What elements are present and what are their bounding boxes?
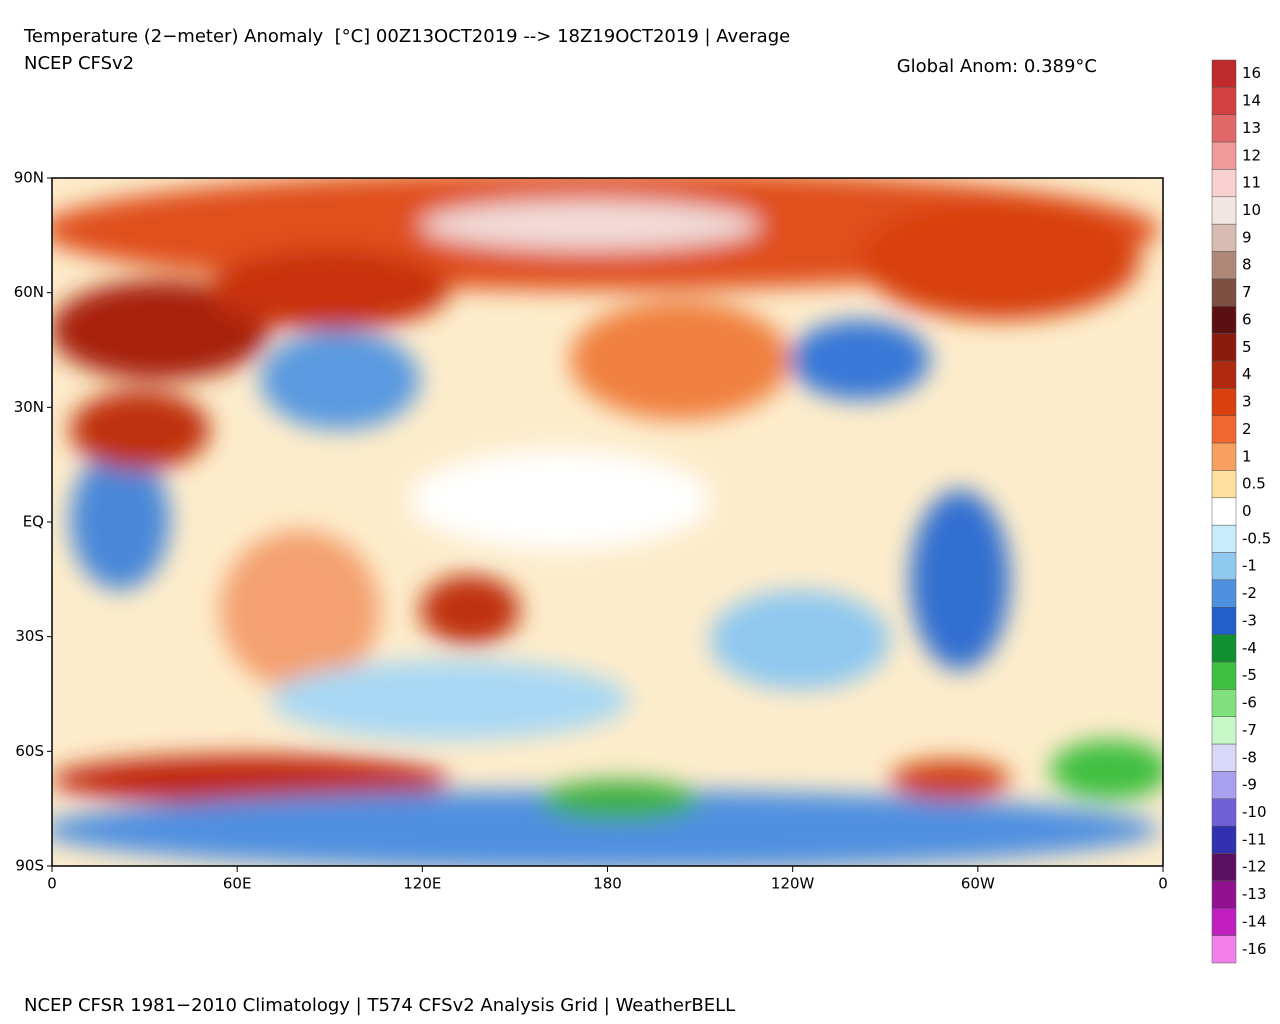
- colorbar-swatch: [1211, 415, 1237, 444]
- colorbar-label: -1: [1242, 557, 1257, 575]
- lat-label: 60N: [14, 283, 44, 301]
- colorbar-label: -7: [1242, 721, 1257, 739]
- colorbar-label: 6: [1242, 310, 1252, 328]
- colorbar-label: -11: [1242, 830, 1267, 848]
- colorbar-swatch: [1211, 634, 1237, 663]
- colorbar-swatch: [1211, 196, 1237, 225]
- colorbar-swatch: [1211, 908, 1237, 936]
- colorbar-label: 16: [1242, 64, 1261, 82]
- colorbar-swatch: [1211, 661, 1237, 690]
- lat-label: EQ: [23, 513, 44, 531]
- colorbar-swatch: [1211, 497, 1237, 526]
- colorbar-label: 9: [1242, 228, 1252, 246]
- colorbar-swatch: [1211, 251, 1237, 280]
- colorbar-label: -12: [1242, 858, 1267, 876]
- colorbar-label: -4: [1242, 639, 1257, 657]
- colorbar-swatch: [1211, 470, 1237, 499]
- colorbar-swatch: [1211, 607, 1237, 635]
- colorbar-swatch: [1211, 333, 1237, 362]
- colorbar-swatch: [1211, 388, 1237, 416]
- lat-label: 30S: [15, 627, 44, 645]
- lon-label: 120W: [771, 875, 815, 893]
- colorbar-swatch: [1211, 825, 1237, 854]
- colorbar-swatch: [1211, 798, 1237, 827]
- colorbar-label: 0.5: [1242, 475, 1266, 493]
- colorbar-label: -16: [1242, 940, 1267, 958]
- title: Temperature (2−meter) Anomaly [°C] 00Z13…: [23, 26, 790, 47]
- lat-label: 30N: [14, 398, 44, 416]
- colorbar-label: 3: [1242, 393, 1252, 411]
- colorbar-swatch: [1211, 114, 1237, 143]
- colorbar-swatch: [1211, 87, 1237, 115]
- lon-label: 0: [47, 875, 57, 893]
- global-anom: Global Anom: 0.389°C: [897, 56, 1097, 77]
- colorbar-label: -8: [1242, 748, 1257, 766]
- lon-label: 60E: [223, 875, 252, 893]
- colorbar-swatch: [1211, 360, 1237, 389]
- colorbar-label: 11: [1242, 174, 1261, 192]
- colorbar-swatch: [1211, 716, 1237, 745]
- colorbar-swatch: [1211, 771, 1237, 800]
- colorbar-swatch: [1211, 880, 1237, 909]
- colorbar-label: 0: [1242, 502, 1252, 520]
- colorbar-swatch: [1211, 552, 1237, 581]
- colorbar-swatch: [1211, 169, 1237, 198]
- colorbar-label: -14: [1242, 912, 1267, 930]
- colorbar-swatch: [1211, 853, 1237, 882]
- colorbar-label: -2: [1242, 584, 1257, 602]
- lon-label: 0: [1158, 875, 1168, 893]
- colorbar-swatch: [1211, 278, 1237, 307]
- colorbar-label: 1: [1242, 447, 1252, 465]
- colorbar-swatch: [1211, 689, 1237, 717]
- lon-label: 120E: [403, 875, 441, 893]
- colorbar-label: -5: [1242, 666, 1257, 684]
- colorbar-label: 7: [1242, 283, 1252, 301]
- model: NCEP CFSv2: [24, 53, 134, 74]
- colorbar-swatch: [1211, 579, 1237, 608]
- lon-label: 60W: [961, 875, 995, 893]
- colorbar-label: 8: [1242, 256, 1252, 274]
- colorbar-label: 2: [1242, 420, 1252, 438]
- lat-label: 90N: [14, 169, 44, 187]
- colorbar-label: 13: [1242, 119, 1261, 137]
- colorbar-label: -0.5: [1242, 529, 1271, 547]
- map: [52, 178, 1163, 866]
- lat-label: 60S: [15, 742, 44, 760]
- colorbar-label: 12: [1242, 146, 1261, 164]
- colorbar-label: -13: [1242, 885, 1267, 903]
- colorbar-label: 10: [1242, 201, 1261, 219]
- colorbar-label: 14: [1242, 92, 1261, 110]
- colorbar-label: 5: [1242, 338, 1252, 356]
- colorbar-swatch: [1211, 223, 1237, 252]
- footer: NCEP CFSR 1981−2010 Climatology | T574 C…: [24, 995, 735, 1016]
- colorbar-label: -10: [1242, 803, 1267, 821]
- colorbar-swatch: [1211, 59, 1237, 88]
- colorbar-swatch: [1211, 442, 1237, 471]
- colorbar-swatch: [1211, 935, 1237, 964]
- lon-label: 180: [593, 875, 622, 893]
- colorbar-swatch: [1211, 141, 1237, 170]
- colorbar-swatch: [1211, 306, 1237, 334]
- lat-label: 90S: [15, 857, 44, 875]
- colorbar-label: -6: [1242, 694, 1257, 712]
- colorbar-label: -9: [1242, 776, 1257, 794]
- colorbar-label: 4: [1242, 365, 1252, 383]
- colorbar-label: -3: [1242, 611, 1257, 629]
- colorbar-swatch: [1211, 743, 1237, 772]
- colorbar-swatch: [1211, 524, 1237, 553]
